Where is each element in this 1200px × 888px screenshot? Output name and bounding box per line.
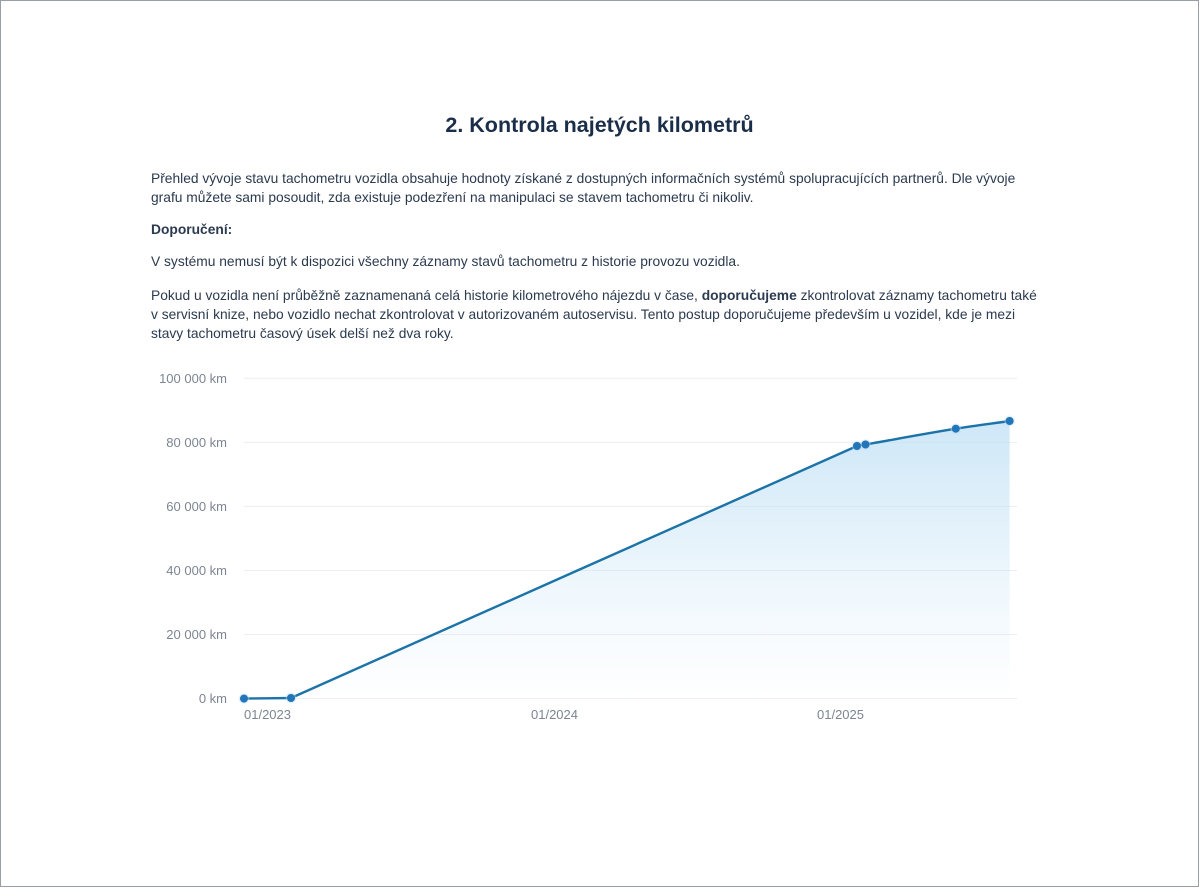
svg-text:01/2025: 01/2025 bbox=[817, 707, 864, 722]
svg-text:01/2024: 01/2024 bbox=[531, 707, 578, 722]
svg-text:60 000 km: 60 000 km bbox=[166, 499, 227, 514]
svg-text:0 km: 0 km bbox=[199, 691, 227, 706]
svg-text:100 000 km: 100 000 km bbox=[159, 371, 227, 386]
svg-text:80 000 km: 80 000 km bbox=[166, 435, 227, 450]
svg-text:01/2023: 01/2023 bbox=[244, 707, 291, 722]
svg-text:20 000 km: 20 000 km bbox=[166, 627, 227, 642]
svg-text:40 000 km: 40 000 km bbox=[166, 563, 227, 578]
